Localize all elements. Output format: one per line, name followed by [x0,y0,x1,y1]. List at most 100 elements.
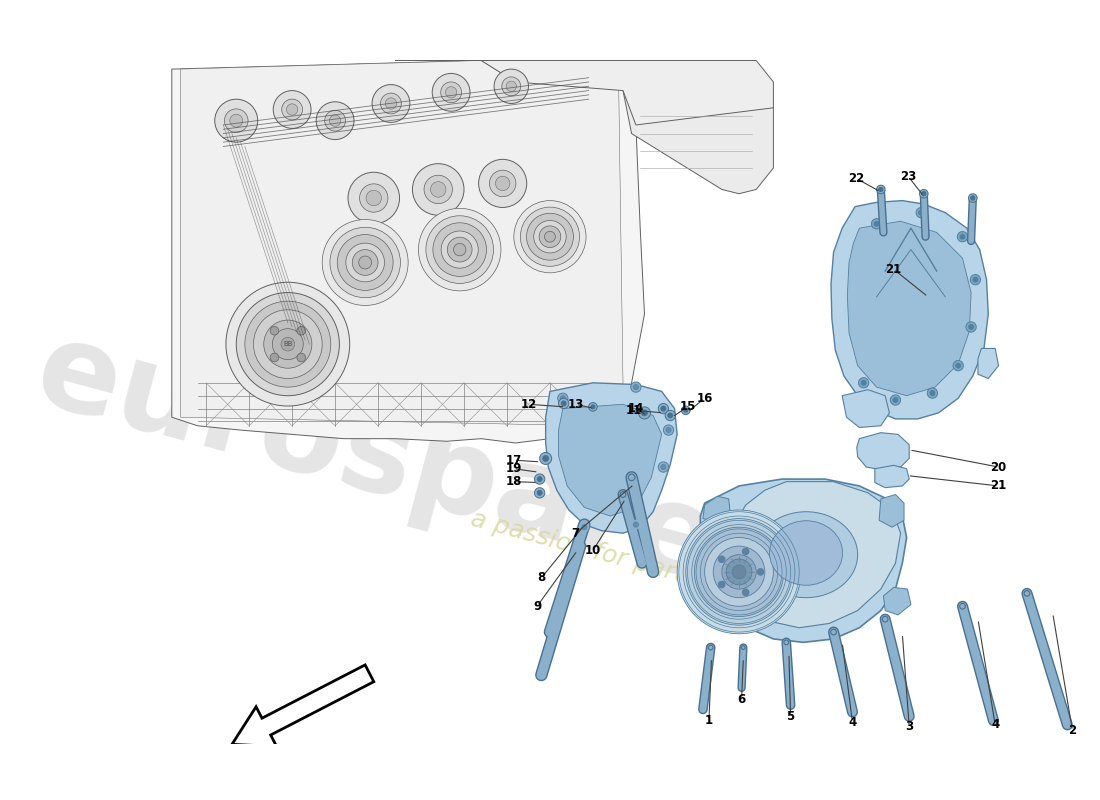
Circle shape [718,581,725,588]
Text: 22: 22 [848,172,864,185]
Circle shape [708,645,713,650]
Circle shape [560,396,565,401]
Text: 20: 20 [990,461,1006,474]
Circle shape [663,425,673,435]
Text: 21: 21 [990,479,1006,493]
Circle shape [971,196,975,200]
Circle shape [433,222,486,277]
Polygon shape [395,61,773,125]
Circle shape [956,363,960,368]
Text: 1: 1 [705,714,713,727]
Circle shape [330,227,400,298]
Circle shape [494,69,528,103]
Text: 3: 3 [905,720,913,733]
Circle shape [968,194,977,202]
Text: 6: 6 [737,693,746,706]
Circle shape [879,187,883,191]
Polygon shape [843,390,890,427]
Text: 15: 15 [680,400,695,414]
Polygon shape [978,349,999,378]
Polygon shape [879,494,904,527]
Circle shape [322,219,408,306]
Circle shape [297,326,306,335]
Circle shape [372,85,410,122]
Polygon shape [559,404,662,516]
Circle shape [297,354,306,362]
Circle shape [535,488,544,498]
Circle shape [348,172,399,224]
Text: 12: 12 [520,398,537,410]
Circle shape [478,159,527,207]
Text: 10: 10 [585,544,601,557]
Circle shape [638,407,650,419]
Circle shape [506,81,516,91]
Circle shape [893,398,898,402]
Circle shape [226,282,350,406]
Ellipse shape [770,521,843,586]
Circle shape [916,207,926,218]
Circle shape [580,522,590,532]
Circle shape [271,354,278,362]
Circle shape [520,207,580,266]
Circle shape [282,99,303,120]
Circle shape [757,569,764,575]
Circle shape [514,201,586,273]
Circle shape [591,405,595,409]
Circle shape [730,563,748,581]
Circle shape [280,338,295,351]
Polygon shape [857,433,910,470]
Circle shape [930,390,935,396]
Circle shape [446,86,456,98]
Circle shape [426,216,494,283]
Text: 13: 13 [568,398,584,410]
Circle shape [418,208,500,291]
Circle shape [316,102,354,139]
Circle shape [742,548,749,555]
Circle shape [558,393,568,403]
FancyArrow shape [232,665,374,746]
Circle shape [890,395,901,405]
Text: a passion for parts since 1985: a passion for parts since 1985 [468,507,838,628]
Circle shape [882,616,888,622]
Circle shape [424,175,452,204]
Circle shape [535,474,544,484]
Circle shape [527,214,573,260]
Circle shape [214,99,257,142]
Polygon shape [830,201,988,419]
Circle shape [970,196,975,200]
Circle shape [286,104,298,115]
Circle shape [668,413,673,418]
Polygon shape [701,479,906,642]
Circle shape [561,401,566,406]
Circle shape [544,231,556,242]
Polygon shape [874,466,910,488]
Text: 18: 18 [506,475,522,488]
Circle shape [658,403,669,414]
Circle shape [412,164,464,215]
Text: 5: 5 [786,710,794,722]
Circle shape [960,234,965,239]
Circle shape [502,77,520,96]
Circle shape [453,243,466,256]
Text: 11: 11 [626,404,642,417]
Circle shape [927,388,937,398]
Circle shape [634,522,638,527]
Circle shape [641,410,648,416]
Circle shape [230,114,243,127]
Circle shape [920,190,928,198]
Text: 23: 23 [900,170,916,183]
Circle shape [678,510,801,634]
Circle shape [224,109,249,133]
Circle shape [345,243,385,282]
Polygon shape [847,222,971,396]
Polygon shape [697,587,722,615]
Circle shape [742,589,749,596]
Circle shape [430,182,446,197]
Polygon shape [172,61,645,443]
Circle shape [830,630,836,635]
Circle shape [329,115,341,126]
Circle shape [959,603,966,609]
Circle shape [918,210,924,215]
Circle shape [441,231,478,268]
Circle shape [957,231,968,242]
